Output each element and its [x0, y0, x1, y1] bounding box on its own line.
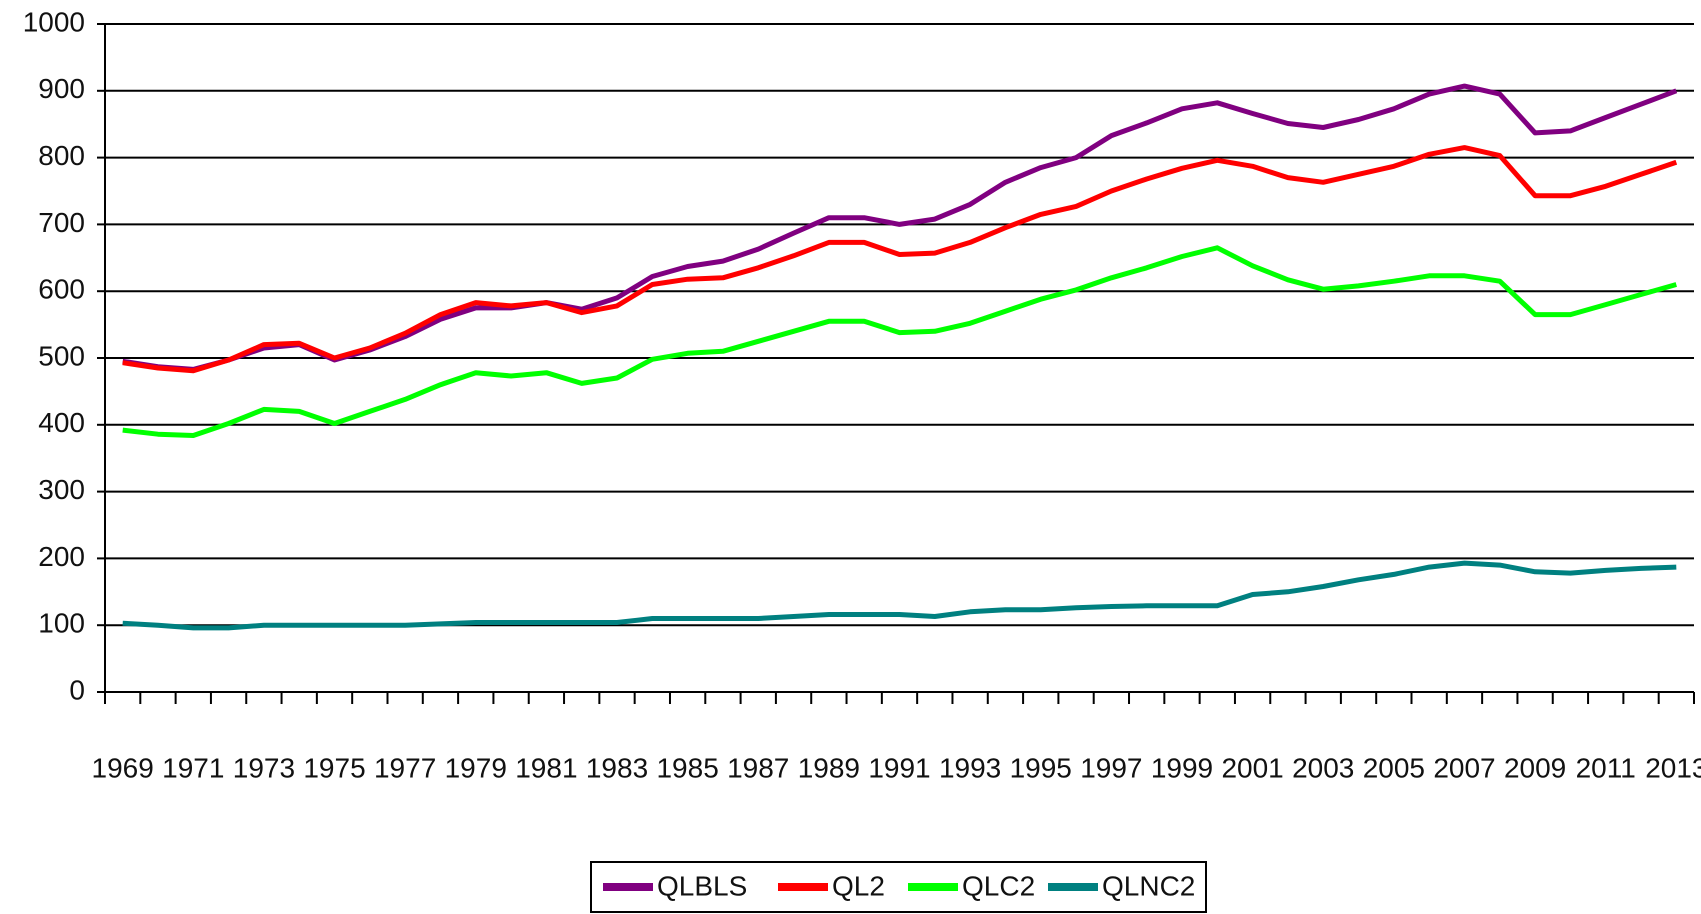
x-tick-label: 2011	[1576, 752, 1636, 783]
series-line	[122, 83, 1678, 372]
x-tick-label: 1979	[445, 752, 507, 783]
x-tick-label: 2013	[1645, 752, 1701, 783]
legend-box	[590, 861, 1207, 913]
y-tick-label: 600	[38, 274, 85, 305]
y-tick-label: 100	[38, 608, 85, 639]
legend-label: QLC2	[962, 870, 1035, 901]
y-tick-label: 800	[38, 140, 85, 171]
x-tick-label: 1985	[656, 752, 718, 783]
x-tick-label: 2003	[1292, 752, 1354, 783]
x-tick-label: 1987	[727, 752, 789, 783]
x-tick-label: 1969	[92, 752, 154, 783]
x-tick-label: 2001	[1221, 752, 1283, 783]
legend-label: QL2	[832, 870, 885, 901]
x-tick-label: 1995	[1010, 752, 1072, 783]
x-tick-label: 1991	[868, 752, 930, 783]
x-tick-label: 1983	[586, 752, 648, 783]
y-tick-label: 300	[38, 474, 85, 505]
x-tick-label: 2007	[1433, 752, 1495, 783]
x-tick-label: 1997	[1080, 752, 1142, 783]
x-tick-label: 1999	[1151, 752, 1213, 783]
x-tick-label: 1975	[303, 752, 365, 783]
y-tick-label: 0	[69, 674, 85, 705]
x-tick-label: 1977	[374, 752, 436, 783]
x-tick-label: 1971	[162, 752, 224, 783]
series-line	[122, 245, 1677, 438]
x-tick-label: 2009	[1504, 752, 1566, 783]
y-tick-label: 700	[38, 207, 85, 238]
y-tick-label: 500	[38, 340, 85, 371]
x-tick-label: 2005	[1363, 752, 1425, 783]
series-line	[122, 145, 1678, 374]
series-line	[122, 560, 1677, 631]
x-tick-label: 1973	[233, 752, 295, 783]
y-tick-label: 1000	[23, 6, 85, 37]
x-tick-label: 1993	[939, 752, 1001, 783]
legend: QLBLS QL2 QLC2 QLNC2	[590, 861, 1207, 913]
y-tick-label: 200	[38, 541, 85, 572]
y-tick-label: 900	[38, 73, 85, 104]
y-tick-label: 400	[38, 407, 85, 438]
legend-label: QLBLS	[657, 870, 747, 901]
legend-label: QLNC2	[1102, 870, 1195, 901]
x-tick-label: 1981	[515, 752, 577, 783]
x-tick-label: 1989	[798, 752, 860, 783]
